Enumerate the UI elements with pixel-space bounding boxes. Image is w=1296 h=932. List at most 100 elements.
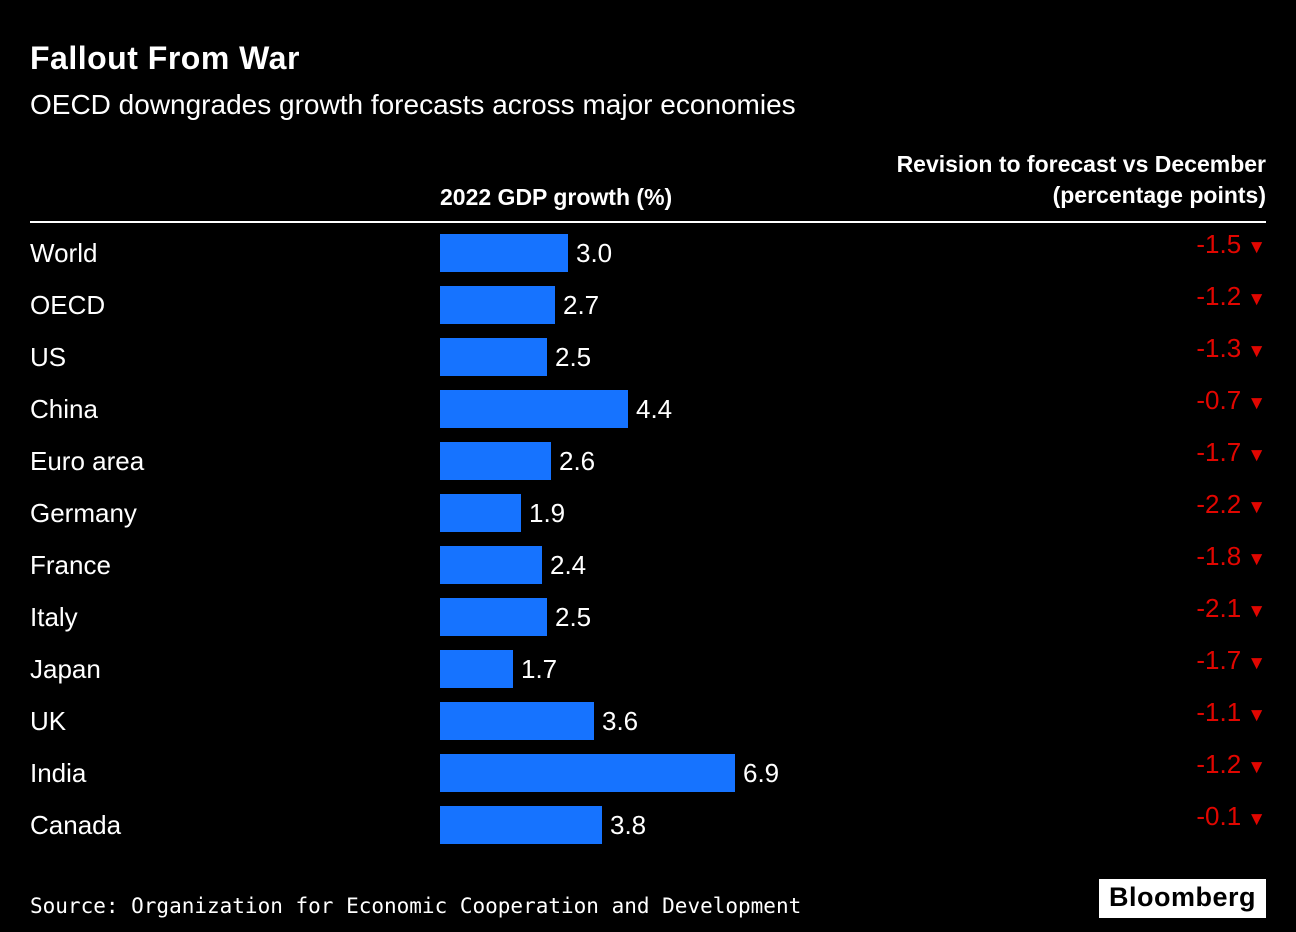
down-triangle-icon: ▼ bbox=[1247, 705, 1266, 727]
bar-area: 3.6 bbox=[440, 702, 639, 741]
gdp-bar bbox=[440, 546, 542, 585]
gdp-bar bbox=[440, 338, 547, 377]
gdp-value: 2.6 bbox=[559, 445, 596, 476]
column-header-revision-line2: (percentage points) bbox=[1052, 182, 1266, 209]
revision-value: -1.8 ▼ bbox=[1196, 539, 1266, 572]
bar-area: 2.5 bbox=[440, 598, 592, 637]
chart-subtitle: OECD downgrades growth forecasts across … bbox=[30, 89, 796, 120]
bar-area: 2.7 bbox=[440, 286, 600, 325]
revision-value: -1.7 ▼ bbox=[1196, 643, 1266, 676]
table-row: US 2.5 -1.3 ▼ bbox=[30, 331, 1266, 383]
column-header-gdp: 2022 GDP growth (%) bbox=[440, 184, 673, 211]
source-line: Source: Organization for Economic Cooper… bbox=[30, 894, 802, 918]
country-label: India bbox=[30, 757, 87, 788]
gdp-bar bbox=[440, 390, 628, 429]
table-row: India 6.9 -1.2 ▼ bbox=[30, 747, 1266, 799]
down-triangle-icon: ▼ bbox=[1247, 497, 1266, 519]
footer: Source: Organization for Economic Cooper… bbox=[30, 879, 1266, 918]
down-triangle-icon: ▼ bbox=[1247, 445, 1266, 467]
revision-value: -1.7 ▼ bbox=[1196, 435, 1266, 468]
revision-number: -1.3 bbox=[1196, 333, 1242, 364]
bar-area: 2.5 bbox=[440, 338, 591, 377]
table-row: Euro area 2.6 -1.7 ▼ bbox=[30, 435, 1266, 487]
gdp-value: 2.4 bbox=[550, 549, 587, 580]
country-label: France bbox=[30, 549, 111, 580]
revision-number: -0.1 bbox=[1196, 801, 1242, 832]
table-row: Canada 3.8 -0.1 ▼ bbox=[30, 799, 1266, 851]
gdp-bar bbox=[440, 754, 735, 793]
country-label: China bbox=[30, 393, 98, 424]
revision-value: -0.1 ▼ bbox=[1196, 799, 1266, 832]
revision-number: -2.1 bbox=[1196, 593, 1242, 624]
gdp-value: 6.9 bbox=[743, 757, 780, 788]
revision-value: -2.2 ▼ bbox=[1196, 487, 1266, 520]
country-label: OECD bbox=[30, 289, 106, 320]
bar-area: 2.6 bbox=[440, 442, 596, 481]
revision-number: -1.5 bbox=[1196, 229, 1242, 260]
down-triangle-icon: ▼ bbox=[1247, 757, 1266, 779]
bar-area: 3.0 bbox=[440, 234, 613, 273]
header-rule bbox=[30, 221, 1266, 224]
chart-container: Fallout From War OECD downgrades growth … bbox=[30, 40, 1266, 851]
gdp-bar bbox=[440, 702, 594, 741]
revision-number: -1.7 bbox=[1196, 437, 1242, 468]
table-row: Japan 1.7 -1.7 ▼ bbox=[30, 643, 1266, 695]
country-label: Italy bbox=[30, 601, 78, 632]
country-label: US bbox=[30, 341, 67, 372]
column-headers: 2022 GDP growth (%) Revision to forecast… bbox=[30, 149, 1266, 221]
revision-value: -1.5 ▼ bbox=[1196, 227, 1266, 260]
down-triangle-icon: ▼ bbox=[1247, 653, 1266, 675]
gdp-value: 2.5 bbox=[555, 601, 592, 632]
gdp-value: 1.7 bbox=[521, 653, 558, 684]
country-label: Canada bbox=[30, 809, 122, 840]
column-header-revision-line1: Revision to forecast vs December bbox=[896, 151, 1266, 177]
down-triangle-icon: ▼ bbox=[1247, 237, 1266, 259]
table-row: China 4.4 -0.7 ▼ bbox=[30, 383, 1266, 435]
gdp-bar bbox=[440, 806, 602, 845]
gdp-value: 2.7 bbox=[563, 289, 600, 320]
bar-area: 6.9 bbox=[440, 754, 780, 793]
bar-area: 3.8 bbox=[440, 806, 646, 845]
down-triangle-icon: ▼ bbox=[1247, 393, 1266, 415]
bar-area: 1.7 bbox=[440, 650, 558, 689]
down-triangle-icon: ▼ bbox=[1247, 549, 1266, 571]
gdp-bar bbox=[440, 286, 555, 325]
country-label: Germany bbox=[30, 497, 137, 528]
gdp-bar bbox=[440, 442, 551, 481]
chart-title: Fallout From War bbox=[30, 40, 300, 76]
gdp-bar bbox=[440, 650, 513, 689]
bar-area: 1.9 bbox=[440, 494, 566, 533]
bar-area: 4.4 bbox=[440, 390, 673, 429]
table-row: UK 3.6 -1.1 ▼ bbox=[30, 695, 1266, 747]
gdp-bar bbox=[440, 234, 568, 273]
country-label: Euro area bbox=[30, 445, 145, 476]
gdp-bar bbox=[440, 494, 521, 533]
country-label: Japan bbox=[30, 653, 101, 684]
gdp-value: 3.0 bbox=[576, 237, 613, 268]
down-triangle-icon: ▼ bbox=[1247, 601, 1266, 623]
revision-value: -1.1 ▼ bbox=[1196, 695, 1266, 728]
gdp-value: 1.9 bbox=[529, 497, 566, 528]
country-label: UK bbox=[30, 705, 67, 736]
gdp-value: 3.6 bbox=[602, 705, 639, 736]
revision-number: -0.7 bbox=[1196, 385, 1242, 416]
revision-number: -1.2 bbox=[1196, 281, 1242, 312]
down-triangle-icon: ▼ bbox=[1247, 809, 1266, 831]
gdp-value: 4.4 bbox=[636, 393, 673, 424]
table-row: France 2.4 -1.8 ▼ bbox=[30, 539, 1266, 591]
revision-value: -0.7 ▼ bbox=[1196, 383, 1266, 416]
gdp-bar bbox=[440, 598, 547, 637]
revision-number: -1.1 bbox=[1196, 697, 1242, 728]
revision-number: -1.8 bbox=[1196, 541, 1242, 572]
down-triangle-icon: ▼ bbox=[1247, 289, 1266, 311]
revision-number: -1.7 bbox=[1196, 645, 1242, 676]
revision-value: -2.1 ▼ bbox=[1196, 591, 1266, 624]
bar-chart-rows: World 3.0 -1.5 ▼ OECD 2.7 -1.2 ▼ US 2.5 -1… bbox=[30, 227, 1266, 851]
table-row: World 3.0 -1.5 ▼ bbox=[30, 227, 1266, 279]
table-row: OECD 2.7 -1.2 ▼ bbox=[30, 279, 1266, 331]
revision-number: -1.2 bbox=[1196, 749, 1242, 780]
revision-value: -1.3 ▼ bbox=[1196, 331, 1266, 364]
bar-area: 2.4 bbox=[440, 546, 587, 585]
country-label: World bbox=[30, 237, 98, 268]
table-row: Italy 2.5 -2.1 ▼ bbox=[30, 591, 1266, 643]
